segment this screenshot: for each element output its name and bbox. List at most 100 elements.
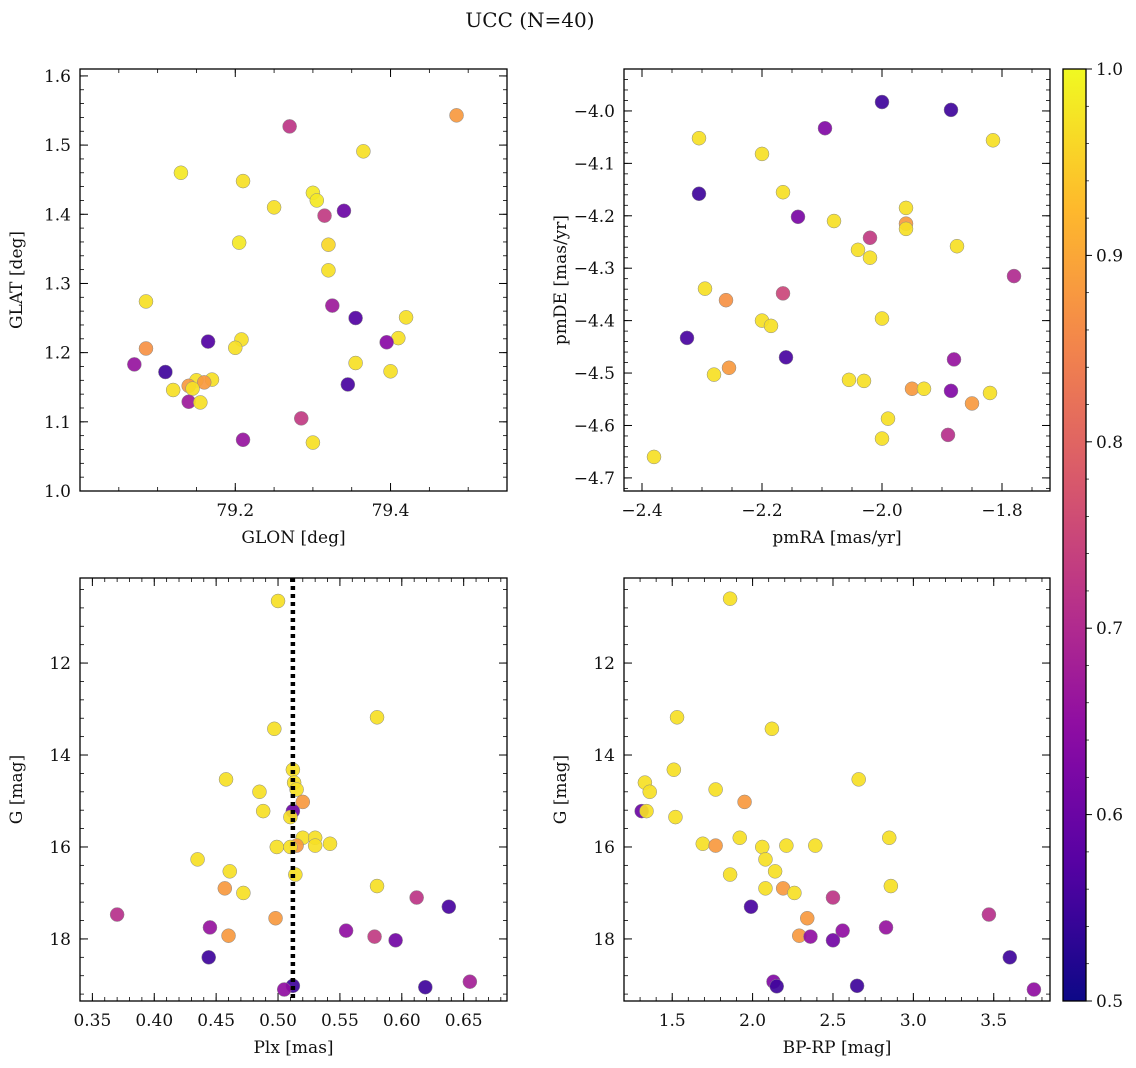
data-point bbox=[874, 94, 890, 110]
data-point bbox=[138, 294, 154, 309]
data-point bbox=[201, 950, 216, 965]
y-axis-label: G [mag] bbox=[7, 755, 27, 824]
axes-frame bbox=[623, 68, 1051, 492]
colorbar-frame bbox=[1062, 68, 1087, 1002]
y-tick-label: 1.4 bbox=[44, 205, 71, 225]
data-point bbox=[722, 867, 738, 882]
data-point bbox=[165, 382, 181, 398]
y-tick-label: −4.1 bbox=[574, 154, 615, 174]
data-point bbox=[943, 383, 959, 399]
y-axis-label: G [mag] bbox=[551, 755, 571, 824]
data-point bbox=[228, 340, 243, 356]
y-tick-label: 14 bbox=[49, 746, 71, 766]
x-tick-label: 0.45 bbox=[197, 1011, 235, 1031]
y-tick-label: −4.7 bbox=[574, 469, 615, 489]
data-point bbox=[218, 772, 234, 787]
data-point bbox=[754, 146, 770, 162]
y-tick-label: 1.6 bbox=[44, 67, 71, 87]
figure-title: UCC (N=40) bbox=[465, 8, 595, 32]
data-point bbox=[800, 910, 815, 926]
data-point bbox=[706, 367, 722, 382]
colorbar-gradient bbox=[1063, 69, 1086, 1001]
data-point bbox=[173, 165, 189, 181]
data-point bbox=[441, 899, 457, 914]
data-point bbox=[778, 350, 794, 365]
data-point bbox=[721, 360, 737, 376]
data-point bbox=[369, 710, 385, 725]
data-point bbox=[235, 173, 251, 189]
x-tick-label: 0.55 bbox=[321, 1011, 359, 1031]
data-point bbox=[356, 144, 371, 159]
x-tick-label: 0.60 bbox=[383, 1011, 421, 1031]
data-point bbox=[642, 784, 657, 800]
data-point bbox=[769, 979, 784, 994]
axes-frame bbox=[79, 68, 508, 492]
data-point bbox=[850, 242, 866, 258]
data-point bbox=[722, 591, 738, 606]
data-point bbox=[808, 838, 823, 853]
data-point bbox=[775, 184, 791, 200]
colorbar-tick-label: 0.8 bbox=[1096, 433, 1123, 453]
data-point bbox=[288, 867, 303, 882]
data-point bbox=[639, 803, 654, 819]
data-point bbox=[388, 933, 403, 948]
data-point bbox=[338, 923, 354, 938]
colorbar-tick-label: 0.6 bbox=[1096, 806, 1123, 826]
axes-frame bbox=[623, 577, 1051, 1002]
data-point bbox=[196, 375, 212, 390]
data-point bbox=[718, 292, 734, 308]
colorbar-tick-label: 0.7 bbox=[1096, 619, 1123, 639]
scatter-glon-glat: 79.2 79.4 1.0 1.1 1.2 1.3 1.4 1.5 1.6 GLON [deg] G… bbox=[7, 67, 508, 548]
x-tick-label: 0.35 bbox=[73, 1011, 111, 1031]
data-point bbox=[985, 133, 1001, 148]
axes-frame bbox=[79, 577, 508, 1002]
data-point bbox=[825, 933, 841, 948]
data-point bbox=[383, 364, 398, 379]
data-point bbox=[851, 772, 866, 787]
data-point bbox=[283, 809, 298, 825]
data-point bbox=[862, 230, 878, 246]
data-point bbox=[276, 982, 292, 997]
x-tick-label: 79.4 bbox=[372, 501, 410, 521]
data-point bbox=[880, 411, 896, 426]
x-tick-label: 3.0 bbox=[900, 1011, 927, 1031]
y-tick-label: 1.3 bbox=[44, 274, 71, 294]
data-point bbox=[898, 221, 914, 237]
y-tick-label: 16 bbox=[593, 838, 615, 858]
data-point bbox=[764, 721, 780, 737]
data-point bbox=[235, 432, 251, 448]
x-tick-label: 0.40 bbox=[135, 1011, 173, 1031]
data-point bbox=[190, 852, 205, 867]
y-tick-label: 12 bbox=[593, 654, 615, 674]
data-point bbox=[691, 186, 707, 202]
data-points bbox=[127, 108, 464, 450]
data-point bbox=[981, 907, 997, 922]
data-point bbox=[916, 381, 932, 397]
data-point bbox=[193, 395, 208, 410]
data-point bbox=[732, 830, 747, 846]
x-axis-label: Plx [mas] bbox=[253, 1038, 333, 1058]
x-tick-label: 0.65 bbox=[445, 1011, 483, 1031]
colorbar: 0.5 0.6 0.7 0.8 0.9 1.0 bbox=[1062, 60, 1123, 1012]
data-point bbox=[202, 920, 218, 935]
data-point bbox=[743, 899, 759, 914]
data-point bbox=[217, 881, 233, 896]
data-point bbox=[317, 208, 332, 223]
data-point bbox=[252, 784, 267, 800]
x-tick-label: 3.5 bbox=[980, 1011, 1007, 1031]
y-axis-label: pmDE [mas/yr] bbox=[551, 215, 571, 345]
data-point bbox=[669, 710, 685, 725]
data-point bbox=[708, 782, 723, 797]
data-point bbox=[231, 235, 247, 250]
x-tick-label: −2.4 bbox=[621, 501, 662, 521]
colorbar-tick-label: 0.5 bbox=[1096, 992, 1123, 1012]
colorbar-tick-label: 1.0 bbox=[1096, 60, 1123, 80]
data-point bbox=[940, 427, 956, 443]
data-point bbox=[787, 885, 802, 901]
data-points bbox=[634, 591, 1042, 997]
data-point bbox=[779, 838, 794, 853]
data-point bbox=[881, 830, 897, 846]
data-point bbox=[307, 838, 323, 853]
scatter-plx-g: 0.35 0.40 0.45 0.50 0.55 0.60 0.65 12 14 16 18 Plx … bbox=[7, 577, 508, 1058]
